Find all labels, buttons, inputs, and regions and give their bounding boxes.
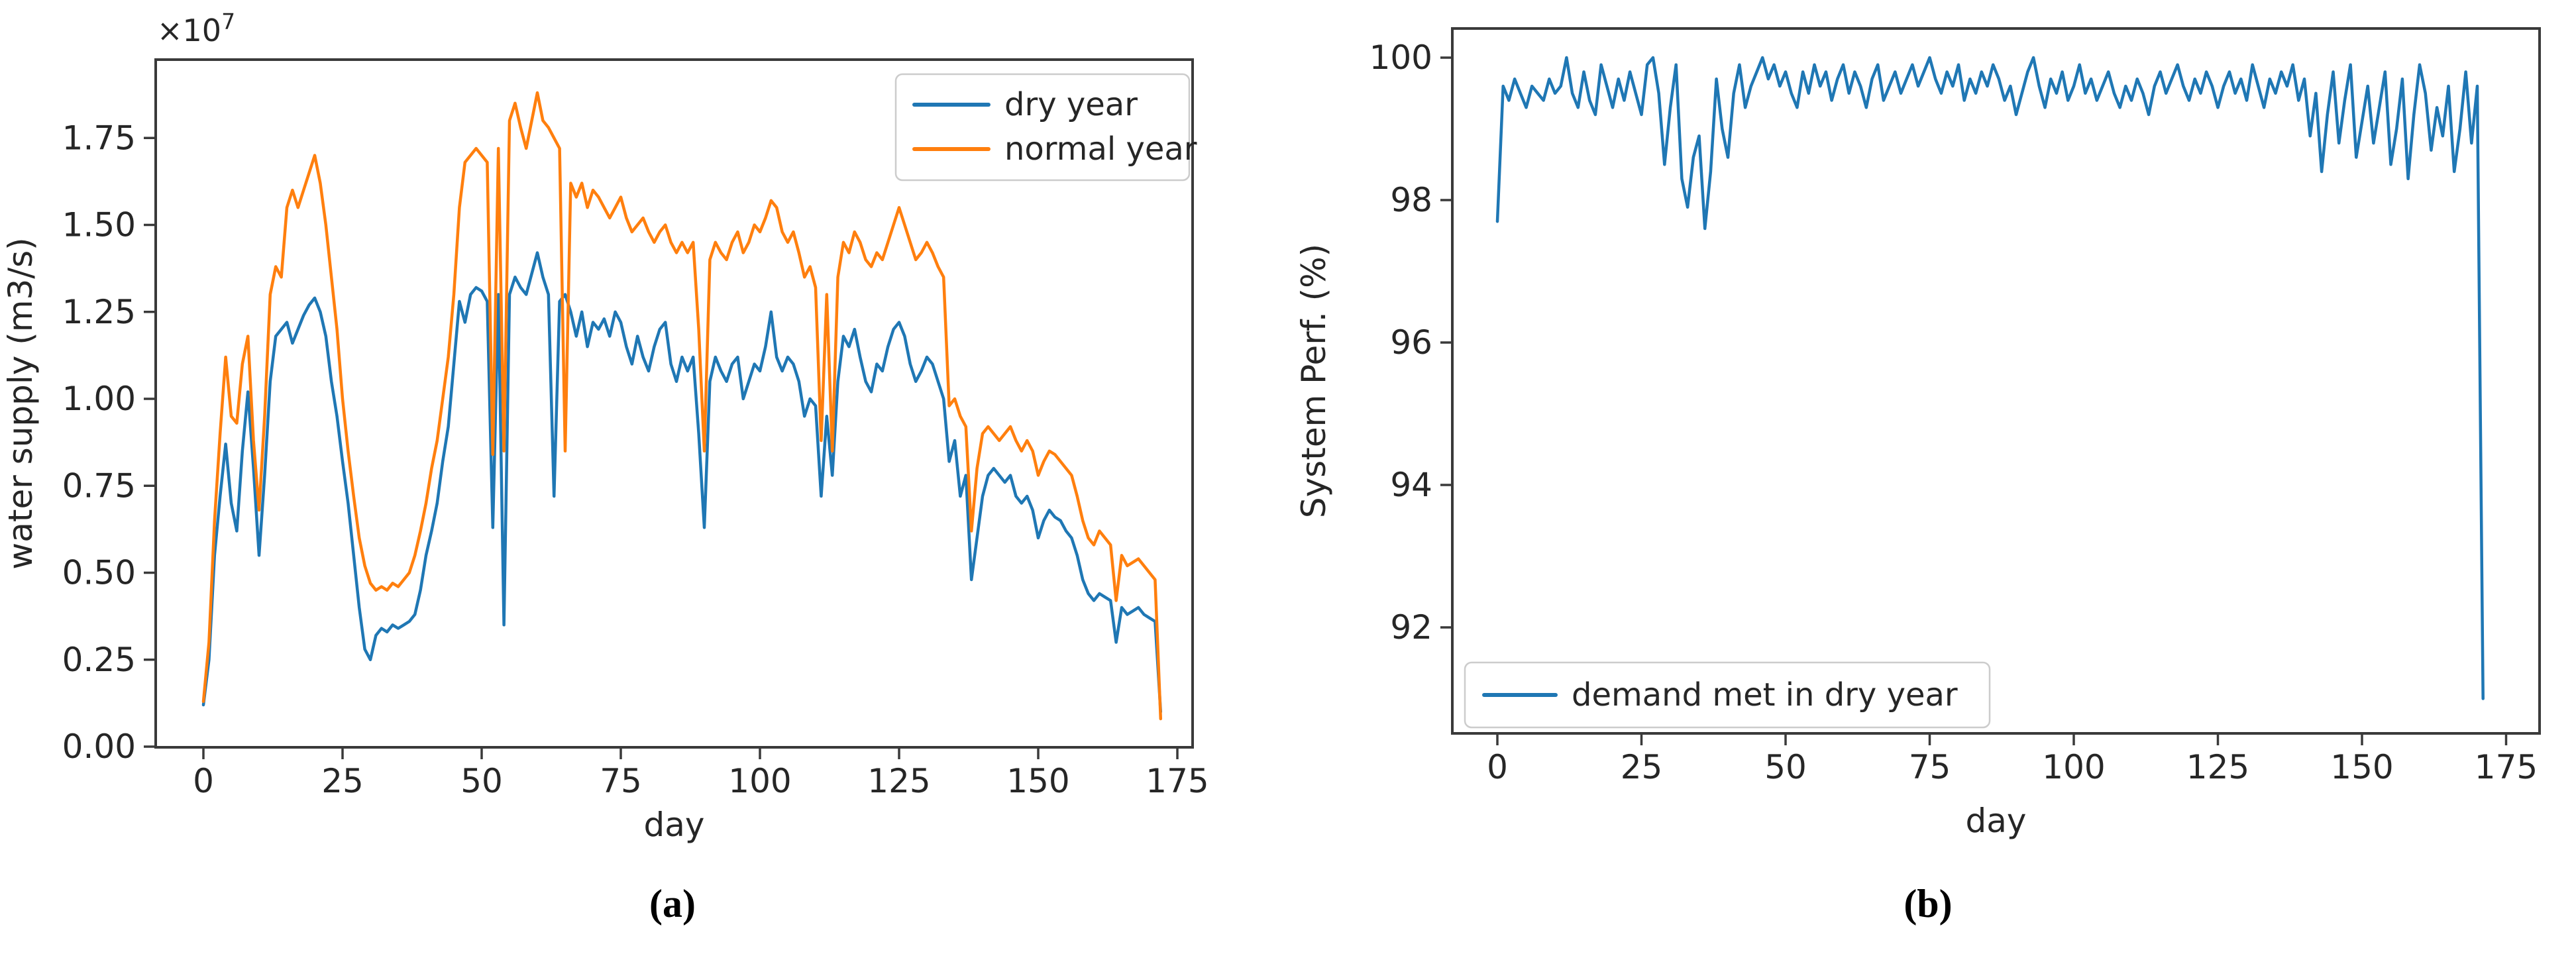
y-tick-label: 0.00 xyxy=(62,727,136,766)
x-tick-label: 125 xyxy=(867,762,930,800)
x-tick-label: 100 xyxy=(2042,748,2105,786)
x-tick-label: 50 xyxy=(460,762,503,800)
y-tick-label: 0.50 xyxy=(62,554,136,592)
chart-b-region: 0 25 50 75 100 125 150 175 92 94 96 98 100 day System … xyxy=(1288,0,2576,954)
x-tick-label: 75 xyxy=(1909,748,1951,786)
plot-border xyxy=(1451,27,2541,735)
x-tick-label: 0 xyxy=(1487,748,1508,786)
series-line-normal-year xyxy=(201,91,1163,721)
legend-box xyxy=(894,73,1191,182)
legend-label: demand met in dry year xyxy=(1572,676,1958,714)
legend: demand met in dry year xyxy=(1464,661,1991,729)
y-tick-label: 1.25 xyxy=(62,293,136,331)
x-tick-label: 25 xyxy=(321,762,364,800)
y-tick-label: 92 xyxy=(1390,608,1432,647)
plot-border xyxy=(154,58,1194,749)
chart-a-region: 0 25 50 75 100 125 150 175 0.00 0.25 0.50 0.75 1.00 1… xyxy=(1,9,1209,926)
legend-label: normal year xyxy=(1004,131,1197,168)
legend: dry year normal year xyxy=(894,73,1197,182)
series-line-dry-year xyxy=(201,251,1163,714)
x-tick-label: 50 xyxy=(1764,748,1807,786)
x-tick-label: 150 xyxy=(1006,762,1069,800)
y-tick-label: 98 xyxy=(1390,181,1432,219)
x-tick-label: 75 xyxy=(600,762,642,800)
x-tick-label: 175 xyxy=(2475,748,2538,786)
y-tick-label: 0.75 xyxy=(62,466,136,505)
y-tick-label: 96 xyxy=(1390,323,1432,362)
y-tick-label: 1.00 xyxy=(62,380,136,418)
y-axis-label: water supply (m3/s) xyxy=(1,237,40,569)
x-tick-label: 25 xyxy=(1621,748,1663,786)
x-axis-label: day xyxy=(644,806,705,844)
legend-label: dry year xyxy=(1004,86,1138,123)
x-tick-label: 0 xyxy=(193,762,214,800)
caption-a: (a) xyxy=(649,882,696,926)
caption-b: (b) xyxy=(1904,882,1953,926)
legend-box xyxy=(1464,661,1991,729)
x-tick-label: 125 xyxy=(2186,748,2249,786)
y-tick-label: 0.25 xyxy=(62,641,136,679)
y-tick-label: 100 xyxy=(1369,38,1432,77)
x-axis-label: day xyxy=(1966,802,2027,840)
y-axis-label: System Perf. (%) xyxy=(1295,244,1333,518)
axis-offset-text: ×107 xyxy=(157,9,235,48)
y-tick-label: 1.50 xyxy=(62,206,136,244)
y-tick-label: 1.75 xyxy=(62,119,136,157)
x-tick-label: 100 xyxy=(728,762,791,800)
chart-b-system-performance: 0 25 50 75 100 125 150 175 92 94 96 98 100 day System … xyxy=(1295,27,2541,840)
x-tick-label: 175 xyxy=(1146,762,1208,800)
x-tick-label: 150 xyxy=(2330,748,2393,786)
series-line-demand-met-in-dry-year xyxy=(1495,56,2485,700)
chart-a-water-supply: 0 25 50 75 100 125 150 175 0.00 0.25 0.50 0.75 1.00 1… xyxy=(1,9,1209,844)
y-tick-label: 94 xyxy=(1390,466,1432,504)
